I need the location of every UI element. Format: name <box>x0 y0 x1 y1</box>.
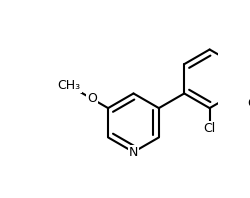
Text: O: O <box>87 92 97 105</box>
Text: Cl: Cl <box>204 122 216 135</box>
Text: N: N <box>129 146 138 159</box>
Text: Cl: Cl <box>247 97 250 110</box>
Text: CH₃: CH₃ <box>58 79 80 92</box>
